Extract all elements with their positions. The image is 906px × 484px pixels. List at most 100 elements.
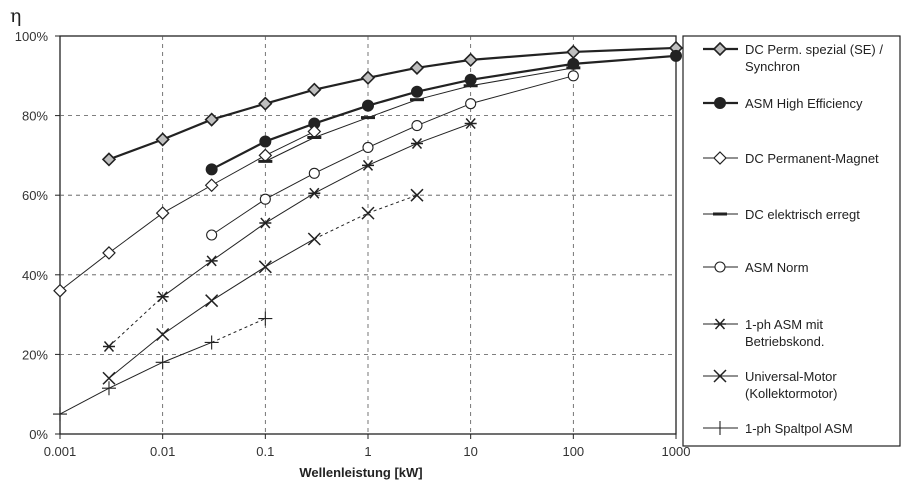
- series-line-segment: [573, 54, 677, 65]
- data-point: [204, 335, 219, 350]
- open-circle-marker: [308, 167, 320, 179]
- asterisk-marker: [464, 118, 477, 130]
- series-line-segment: [162, 341, 212, 363]
- data-point: [362, 99, 374, 112]
- legend-label: Universal-Motor: [745, 369, 837, 384]
- series-line-segment: [211, 154, 266, 186]
- series-line-segment: [265, 238, 315, 268]
- legend-item: DC Permanent-Magnet: [703, 151, 879, 166]
- legend-item: DC elektrisch erregt: [703, 207, 860, 222]
- diamond-marker: [409, 60, 425, 75]
- data-point: [567, 70, 579, 82]
- series-line-segment: [416, 58, 471, 69]
- x-tick-label: 1000: [662, 444, 691, 459]
- tick-labels: 0.001 0.01 0.1 1 10 100 1000 0% 20% 40% 60% 80% 100%: [15, 29, 691, 459]
- x-marker: [307, 232, 321, 246]
- filled-circle-marker: [410, 85, 423, 98]
- x-tick-label: 0.01: [150, 444, 175, 459]
- series-line-segment: [59, 252, 110, 292]
- filled-circle-marker: [362, 99, 374, 112]
- diamond-marker: [53, 283, 67, 298]
- series-line-segment: [162, 184, 212, 214]
- data-point: [713, 151, 727, 165]
- filled-circle-marker: [670, 49, 682, 62]
- diamond-marker: [101, 152, 117, 167]
- filled-circle-marker: [714, 97, 726, 109]
- asterisk-marker: [714, 318, 726, 330]
- data-point: [259, 135, 272, 148]
- legend-item: DC Perm. spezial (SE) / Synchron: [703, 41, 883, 74]
- series-line-segment: [470, 50, 574, 61]
- x-axis-label: Wellenleistung [kW]: [299, 465, 422, 480]
- series-line-segment: [265, 131, 315, 156]
- x-tick-label: 0.1: [256, 444, 274, 459]
- series-line-segment: [314, 146, 369, 174]
- y-tick-label: 100%: [15, 29, 49, 44]
- series-line-segment: [108, 296, 164, 347]
- plus-marker: [155, 355, 170, 370]
- legend-label: 1-ph ASM mit: [745, 317, 823, 332]
- series-line-segment: [367, 90, 418, 107]
- diamond-marker: [204, 112, 219, 127]
- series-line-segment: [265, 192, 315, 224]
- data-point: [410, 85, 423, 98]
- data-point: [410, 188, 424, 202]
- data-point: [259, 217, 272, 229]
- diamond-marker: [155, 206, 170, 220]
- open-circle-marker: [206, 229, 218, 241]
- series-5: [206, 70, 579, 241]
- x-marker: [102, 371, 116, 385]
- data-point: [409, 60, 425, 75]
- diamond-marker: [155, 132, 170, 147]
- series-line-segment: [313, 104, 369, 125]
- data-point: [204, 112, 219, 127]
- data-point: [258, 311, 273, 326]
- diamond-marker: [713, 151, 727, 165]
- series-line-segment: [211, 102, 266, 121]
- series-8: [53, 311, 273, 422]
- filled-circle-marker: [259, 135, 272, 148]
- series-line-segment: [108, 212, 163, 254]
- y-tick-label: 0%: [29, 427, 48, 442]
- data-point: [713, 369, 727, 383]
- series-2: [205, 49, 682, 176]
- series-line-segment: [314, 212, 369, 240]
- filled-circle-marker: [205, 163, 218, 176]
- y-tick-label: 20%: [22, 347, 48, 362]
- data-point: [204, 178, 219, 193]
- legend-item: ASM High Efficiency: [703, 96, 863, 111]
- data-point: [362, 141, 374, 153]
- series-3: [53, 124, 322, 298]
- data-point: [155, 355, 170, 370]
- series-line-segment: [416, 123, 471, 144]
- data-point: [464, 118, 477, 130]
- series-1: [101, 40, 684, 167]
- data-point: [259, 193, 271, 205]
- legend-item: Universal-Motor (Kollektormotor): [703, 369, 837, 401]
- data-point: [566, 44, 581, 60]
- series-line-segment: [416, 78, 471, 93]
- data-point: [258, 260, 272, 274]
- x-marker: [410, 188, 424, 202]
- series-line-segment: [162, 118, 213, 141]
- diamond-marker: [258, 96, 273, 111]
- plus-marker: [713, 421, 727, 435]
- data-point: [53, 283, 67, 298]
- series-line-segment: [211, 198, 266, 236]
- diamond-marker: [102, 246, 116, 260]
- series-line-segment: [367, 66, 418, 79]
- open-circle-marker: [362, 141, 374, 153]
- data-point: [361, 206, 375, 220]
- data-point: [463, 52, 478, 68]
- series-line-segment: [367, 194, 418, 214]
- series-line-segment: [314, 117, 369, 138]
- legend-label: (Kollektormotor): [745, 386, 837, 401]
- data-point: [156, 327, 170, 342]
- x-marker: [361, 206, 375, 220]
- data-point: [362, 159, 374, 171]
- data-point: [360, 70, 376, 85]
- x-marker: [258, 260, 272, 274]
- series-layer: [53, 40, 684, 422]
- data-point: [155, 206, 170, 220]
- x-marker: [156, 327, 170, 342]
